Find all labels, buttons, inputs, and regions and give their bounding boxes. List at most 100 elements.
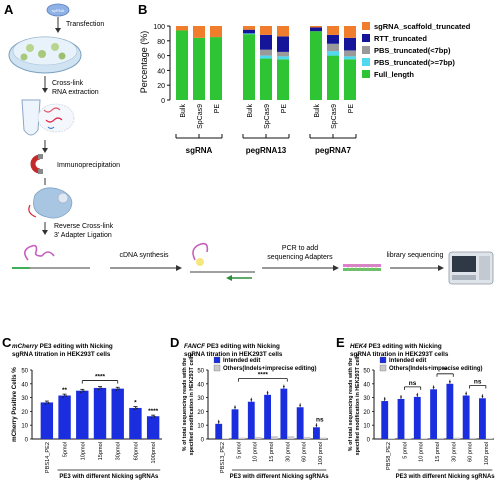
x-tick-label: PBS14_PE2 bbox=[45, 442, 51, 473]
x-tick-label: Bulk bbox=[314, 104, 321, 118]
bar-others bbox=[222, 438, 229, 439]
y-tick-label: 0 bbox=[25, 438, 29, 444]
bar-segment-full-length bbox=[260, 58, 272, 100]
data-point bbox=[47, 402, 50, 404]
bar-segment-sgrna-scaffold-truncated bbox=[260, 26, 272, 35]
y-tick-label: 30 bbox=[21, 396, 28, 402]
y-tick-label: 40 bbox=[157, 68, 165, 75]
significance-label: ns bbox=[316, 416, 324, 423]
x-axis-label: PE3 with different Nicking sgRNAs bbox=[396, 474, 496, 480]
bar-segment-pbs-truncated-7bp- bbox=[277, 51, 289, 57]
y-tick-label: 80 bbox=[157, 39, 165, 46]
bar-intended-edit bbox=[313, 427, 320, 439]
data-point bbox=[465, 392, 468, 395]
bar-segment-full-length bbox=[277, 59, 289, 100]
bar-intended-edit bbox=[413, 396, 421, 439]
y-axis-label-line2: specified modification in HEK293T cells bbox=[189, 354, 195, 456]
legend-swatch bbox=[362, 46, 370, 54]
bar-segment-sgrna-scaffold-truncated bbox=[310, 26, 322, 28]
x-tick-label: SpCas9 bbox=[331, 104, 338, 129]
legend-swatch bbox=[213, 356, 221, 364]
bar-segment-full-length bbox=[210, 37, 222, 100]
x-tick-label: 30pmol bbox=[116, 442, 122, 460]
x-tick-label: 15pmol bbox=[98, 442, 104, 460]
data-point bbox=[136, 407, 138, 410]
legend-label: Full_length bbox=[374, 70, 414, 79]
chart-title: mCherry PE3 editing with Nicking bbox=[12, 343, 113, 350]
panel-a: A spRNA Transfection Cross-link RNA extr… bbox=[4, 2, 494, 285]
data-point bbox=[383, 398, 386, 400]
bar-segment-pbs-truncated-7bp- bbox=[327, 43, 339, 52]
bar-intended-edit bbox=[296, 407, 304, 439]
data-point bbox=[62, 396, 64, 398]
legend-label: PBS_truncated(<7bp) bbox=[374, 46, 451, 55]
significance-label: ns bbox=[474, 379, 482, 386]
significance-label: ns bbox=[409, 380, 417, 387]
bar bbox=[93, 387, 107, 439]
y-axis-label-line2: specified modification in HEK293T cells bbox=[355, 354, 361, 456]
rna-extraction-label: RNA extraction bbox=[52, 89, 99, 96]
legend-label: sgRNA_scaffold_truncated bbox=[374, 22, 471, 31]
legend-label: Intended edit bbox=[389, 358, 426, 364]
bar-others bbox=[388, 438, 395, 439]
bar-intended-edit bbox=[381, 401, 389, 439]
library-dna-icon bbox=[343, 264, 381, 271]
data-point bbox=[432, 386, 435, 389]
data-point bbox=[150, 416, 153, 419]
adapter-ligation-label: 3' Adapter Ligation bbox=[54, 232, 112, 239]
panel-b: B Percentage (%) 0 20 40 60 80 100 Bulk SpCas9 P… bbox=[100, 0, 500, 170]
group-label: sgRNA bbox=[186, 146, 213, 155]
y-axis-label-line1: % of total sequencing reads with the bbox=[182, 358, 188, 451]
bar-intended-edit bbox=[264, 394, 271, 439]
y-axis-label: Percentage (%) bbox=[139, 31, 149, 94]
bar-others bbox=[319, 437, 327, 439]
panel-c: C mCherry PE3 editing with Nicking sgRNA … bbox=[0, 335, 168, 484]
bar-intended-edit bbox=[462, 395, 470, 439]
data-point bbox=[118, 388, 121, 391]
x-axis-label: PE3 with different Nicking sgRNAs bbox=[230, 474, 330, 480]
bar-others bbox=[485, 438, 493, 439]
bar-segment-sgrna-scaffold-truncated bbox=[193, 26, 205, 38]
bar-segment-sgrna-scaffold-truncated bbox=[176, 26, 188, 31]
x-tick-label: PE bbox=[348, 104, 355, 114]
significance-label: * bbox=[134, 400, 137, 407]
bar-segment-pbs-truncated-7bp- bbox=[277, 56, 289, 60]
panel-label-d: D bbox=[170, 336, 179, 350]
data-point bbox=[100, 387, 103, 390]
bar bbox=[111, 388, 124, 439]
x-tick-label: 100pmol bbox=[151, 442, 157, 463]
x-tick-label: 60 pmol bbox=[468, 442, 474, 462]
legend-swatch bbox=[362, 22, 370, 30]
x-tick-label: 15 pmol bbox=[269, 442, 275, 462]
y-tick-label: 30 bbox=[363, 396, 370, 402]
bar bbox=[146, 416, 160, 439]
bar-intended-edit bbox=[215, 423, 223, 439]
x-tick-label: 60 pmol bbox=[302, 442, 308, 462]
library-sequencing-label: library sequencing bbox=[387, 252, 444, 259]
chart-title-rest: PE3 editing with Nicking bbox=[38, 343, 113, 350]
panel-d: D FANCF PE3 editing with Nicking sgRNA ti… bbox=[168, 335, 334, 484]
data-point bbox=[65, 395, 67, 397]
bar-intended-edit bbox=[397, 398, 405, 439]
cdna-rna-icon bbox=[190, 242, 255, 281]
transfection-label: Transfection bbox=[66, 21, 104, 28]
reverse-crosslink-label: Reverse Cross-link bbox=[54, 223, 114, 230]
cell-dish-icon bbox=[8, 36, 82, 74]
panel-a-illustration: A spRNA Transfection Cross-link RNA extr… bbox=[4, 2, 494, 285]
y-tick-label: 0 bbox=[161, 98, 165, 105]
bar-segment-pbs-truncated-7bp- bbox=[260, 49, 272, 56]
y-axis-label-line1: % of total sequencing reads with the bbox=[348, 358, 354, 451]
data-point bbox=[153, 415, 156, 418]
data-point bbox=[82, 390, 85, 393]
data-point bbox=[315, 424, 318, 427]
bar-segment-full-length bbox=[193, 37, 205, 100]
data-point bbox=[133, 408, 135, 411]
bar-intended-edit bbox=[247, 401, 255, 439]
svg-text:spRNA: spRNA bbox=[52, 8, 65, 13]
data-point bbox=[448, 380, 451, 383]
ligated-rna-icon bbox=[12, 244, 90, 269]
chart-title-gene: FANCF bbox=[184, 343, 205, 350]
bar-others bbox=[437, 437, 444, 439]
bar-segment-pbs-truncated-7bp- bbox=[243, 33, 255, 35]
legend-label: PBS_truncated(>=7bp) bbox=[374, 58, 455, 67]
